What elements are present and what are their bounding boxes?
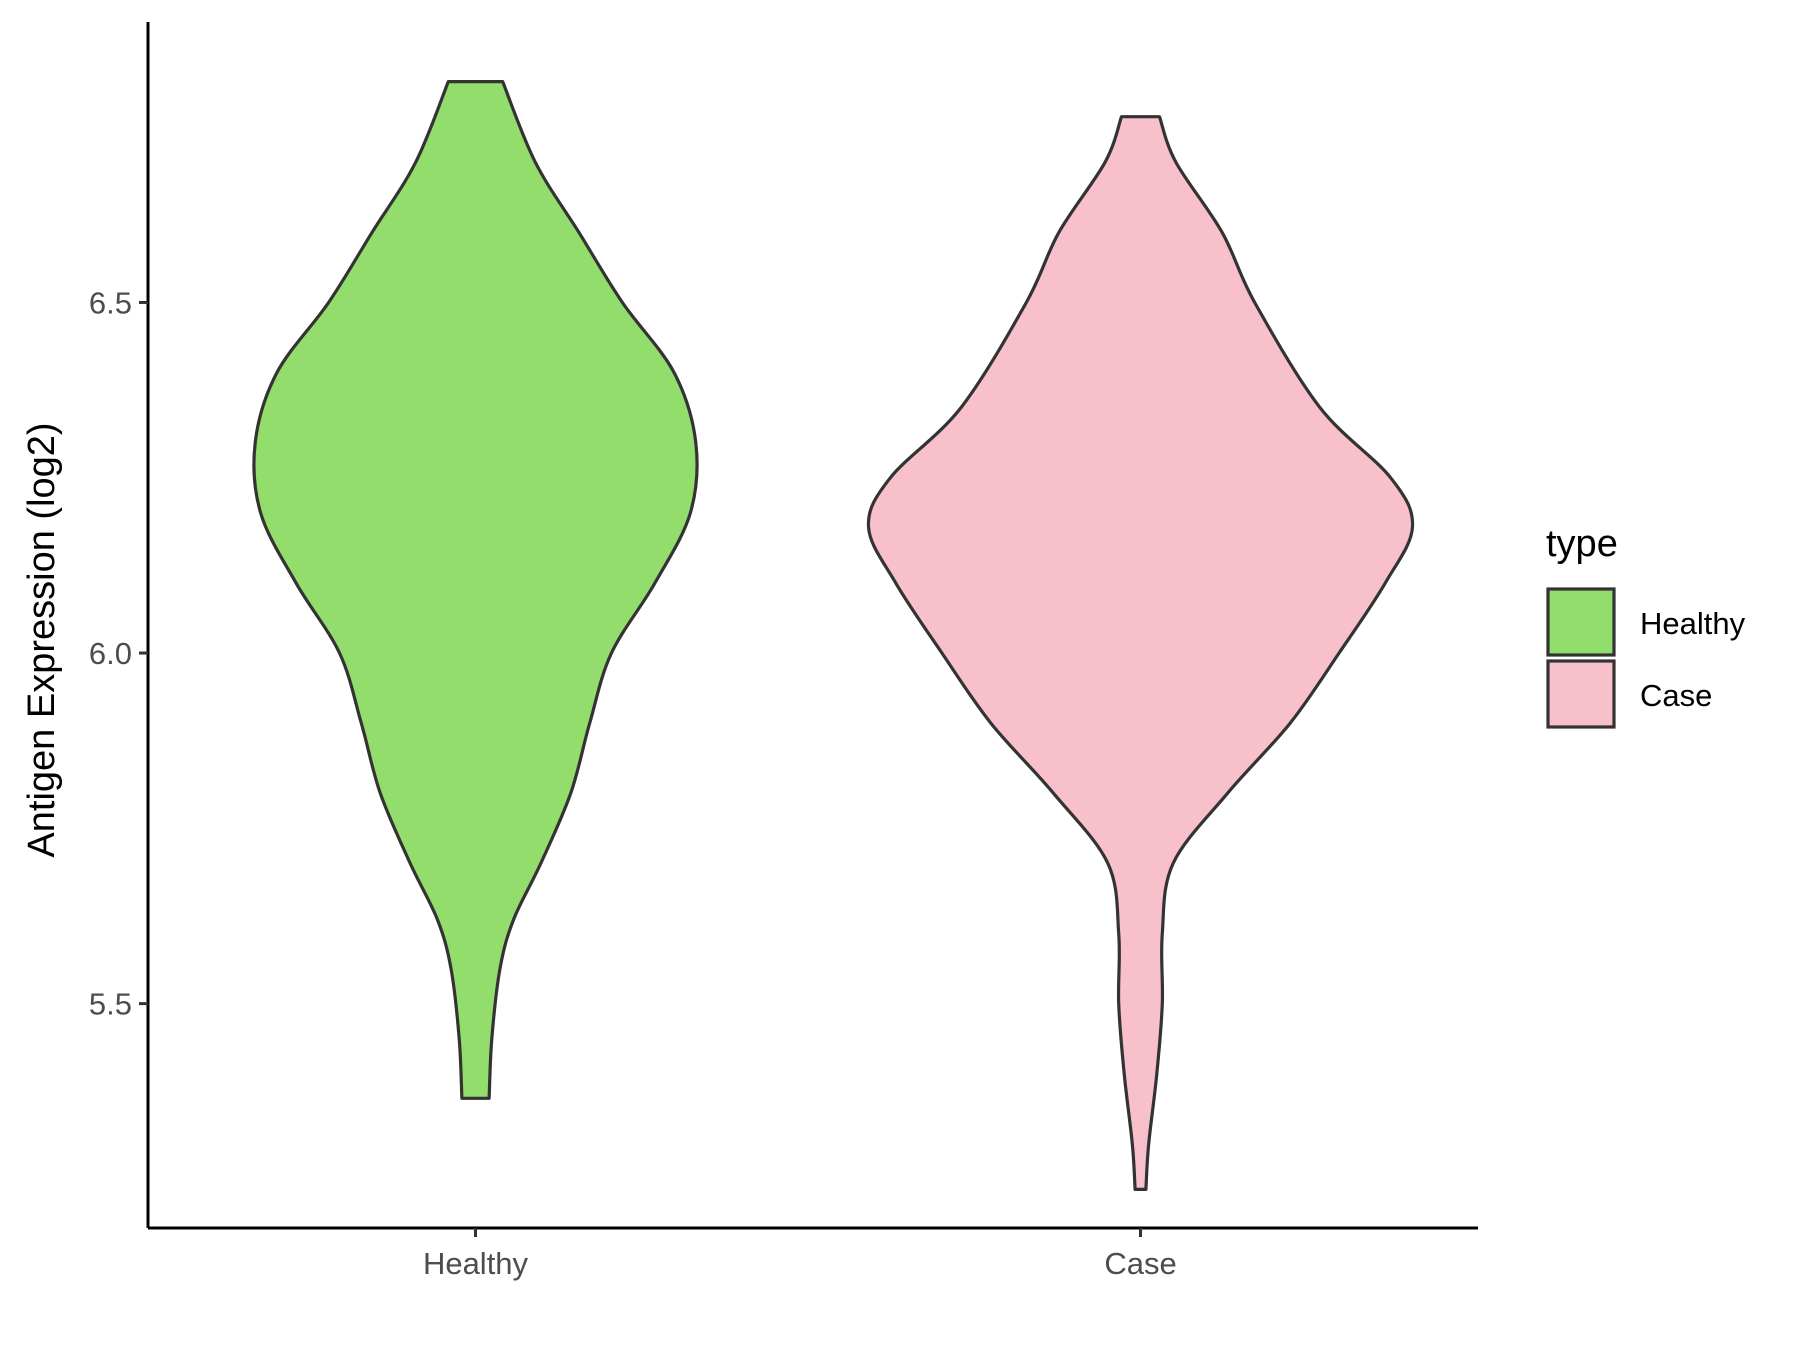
y-axis-ticks: 5.5 6.0 6.5 (89, 285, 148, 1022)
violin-layer (252, 80, 1415, 1191)
x-axis-ticks: Healthy Case (423, 1228, 1177, 1281)
y-tick-label: 6.5 (89, 285, 132, 320)
violin-healthy (252, 80, 699, 1100)
legend-key-case (1546, 659, 1616, 729)
violin-case (866, 115, 1415, 1191)
legend: type Healthy Case (1546, 523, 1746, 729)
legend-title: type (1546, 523, 1618, 565)
legend-label: Case (1640, 678, 1712, 713)
y-tick-label: 5.5 (89, 987, 132, 1022)
legend-key-healthy (1546, 587, 1616, 657)
x-tick-label: Healthy (423, 1246, 529, 1281)
legend-label: Healthy (1640, 606, 1746, 641)
y-tick-label: 6.0 (89, 636, 132, 671)
y-axis-title: Antigen Expression (log2) (21, 422, 63, 857)
legend-items: Healthy Case (1546, 587, 1746, 729)
x-tick-label: Case (1104, 1246, 1176, 1281)
